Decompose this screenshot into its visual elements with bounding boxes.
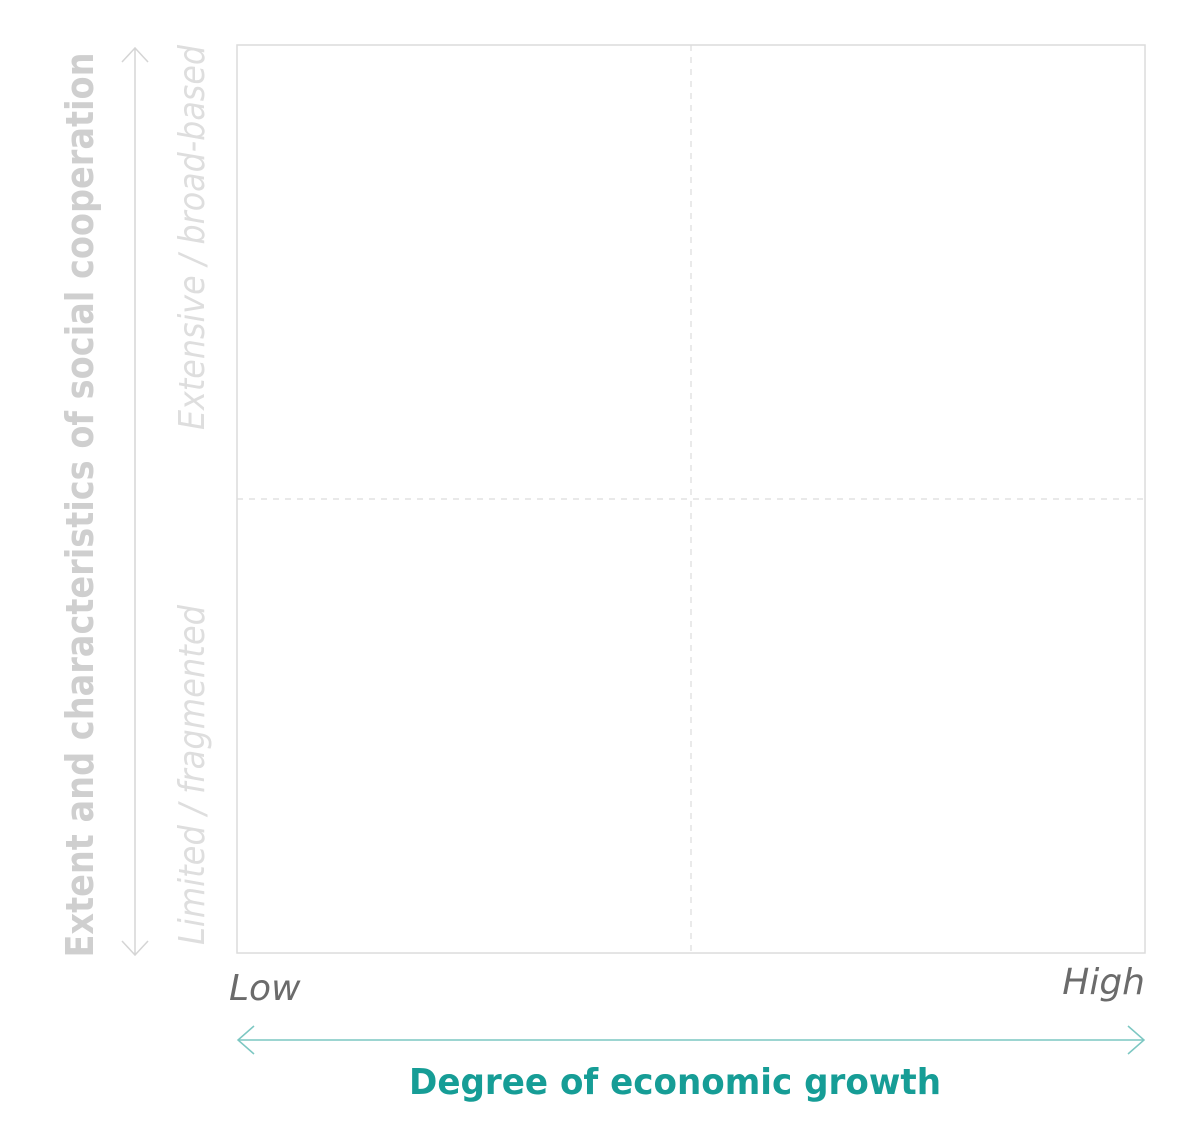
y-high-label: Extensive / broad-based xyxy=(172,44,213,430)
x-low-label: Low xyxy=(229,968,301,1009)
x-axis-title: Degree of economic growth xyxy=(409,1062,941,1103)
y-axis-arrow xyxy=(121,46,149,957)
x-high-label: High xyxy=(1062,962,1145,1003)
x-axis-arrow xyxy=(236,1025,1146,1055)
y-axis-title: Extent and characteristics of social coo… xyxy=(58,53,102,958)
y-low-label: Limited / fragmented xyxy=(172,604,213,945)
